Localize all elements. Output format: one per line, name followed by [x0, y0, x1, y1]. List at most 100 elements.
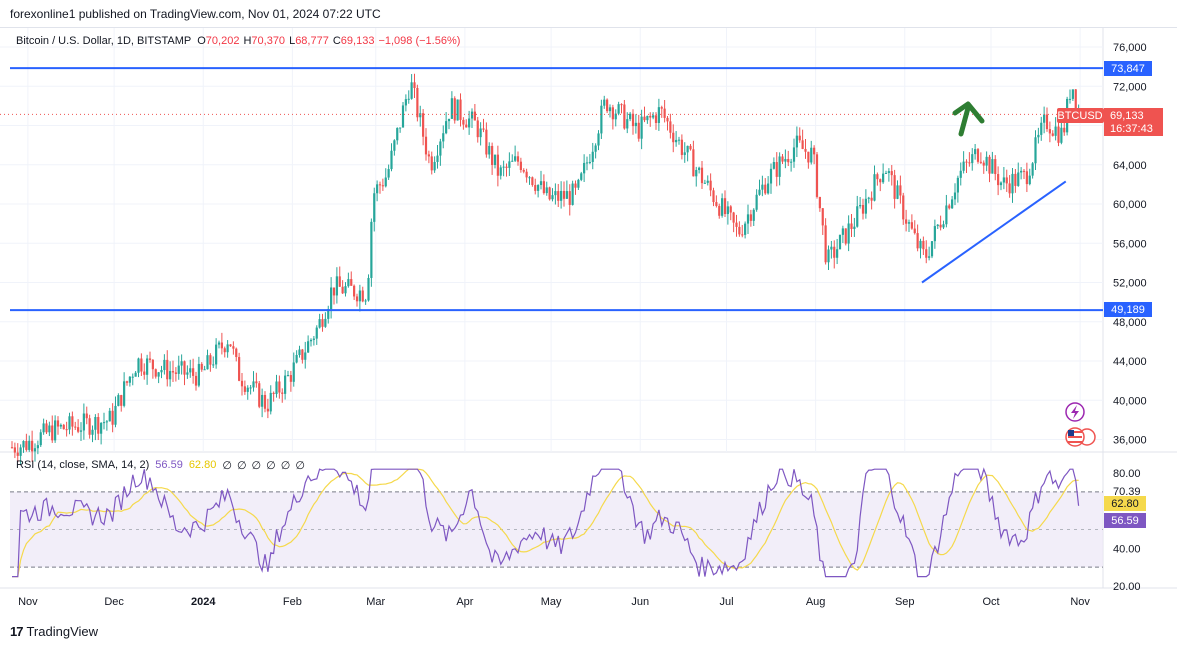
candle-body: [790, 161, 793, 163]
candle-body: [764, 184, 767, 194]
candle-body: [962, 161, 965, 171]
candle-body: [784, 158, 787, 162]
candle-body: [798, 135, 801, 141]
candle-body: [640, 116, 643, 139]
candle-body: [128, 376, 131, 383]
y-tick-label: 36,000: [1113, 435, 1147, 447]
candle-body: [807, 151, 810, 163]
symbol-title[interactable]: Bitcoin / U.S. Dollar, 1D, BITSTAMP: [16, 35, 192, 47]
candle-body: [36, 445, 39, 449]
candle-body: [746, 214, 750, 224]
candle-body: [890, 171, 893, 176]
candle-body: [887, 171, 890, 173]
candle-body: [718, 205, 721, 216]
candle-body: [508, 161, 511, 168]
price-chart[interactable]: 76,00072,00068,00064,00060,00056,00052,0…: [0, 0, 1177, 612]
candle-body: [373, 193, 376, 222]
candle-body: [623, 104, 626, 129]
candle-body: [1057, 126, 1060, 143]
high-value: 70,370: [251, 35, 286, 47]
rsi-value-badge-label: 56.59: [1111, 515, 1139, 527]
candle-body: [1054, 126, 1057, 136]
us-flag-icon[interactable]: [1065, 427, 1096, 447]
candle-body: [125, 381, 129, 383]
candle-body: [554, 191, 557, 196]
candle-body: [25, 441, 28, 450]
candle-body: [1031, 163, 1034, 176]
candle-body: [146, 358, 149, 375]
candle-body: [838, 234, 842, 250]
null-mark: ∅: [266, 460, 276, 472]
candle-body: [192, 368, 195, 376]
low-value: 68,777: [295, 35, 329, 47]
tradingview-logo-icon[interactable]: 17: [10, 624, 24, 639]
candle-body: [758, 189, 761, 195]
candle-body: [528, 177, 531, 179]
candle-body: [1068, 98, 1072, 100]
up-arrow-icon: [952, 101, 985, 137]
candle-body: [597, 133, 600, 146]
footer: 17 TradingView: [10, 624, 98, 639]
candle-body: [235, 348, 238, 358]
candle-body: [884, 172, 888, 174]
candle-body: [1014, 173, 1017, 186]
candle-body: [318, 319, 321, 328]
candles: [10, 73, 1080, 465]
candle-body: [226, 344, 229, 353]
lightning-icon[interactable]: [1065, 402, 1085, 422]
candle-body: [117, 395, 120, 406]
candle-body: [108, 410, 111, 422]
candle-body: [516, 156, 520, 162]
candle-body: [913, 228, 916, 234]
candle-body: [629, 113, 632, 120]
candle-body: [206, 355, 209, 370]
candle-body: [522, 169, 525, 172]
candle-body: [51, 425, 54, 441]
y-tick-label: 48,000: [1113, 317, 1147, 329]
candle-body: [229, 344, 232, 347]
candle-body: [330, 287, 333, 310]
candle-body: [272, 392, 275, 395]
y-tick-label: 72,000: [1113, 81, 1147, 93]
candle-body: [876, 174, 879, 180]
candle-body: [534, 185, 537, 191]
candle-body: [930, 241, 934, 257]
candle-body: [922, 240, 925, 250]
support-badge-label: 49,189: [1111, 304, 1145, 316]
candle-body: [755, 194, 758, 210]
candle-body: [562, 190, 566, 199]
candle-body: [916, 233, 919, 249]
candle-body: [677, 139, 681, 141]
candle-body: [309, 339, 313, 342]
candle-body: [1045, 114, 1049, 130]
candle-body: [787, 158, 790, 163]
null-mark: ∅: [280, 460, 291, 472]
candle-body: [482, 128, 485, 130]
candle-body: [1037, 134, 1040, 138]
x-tick-label: Oct: [982, 596, 999, 608]
candle-body: [183, 361, 186, 375]
null-mark: ∅: [295, 460, 305, 472]
candle-body: [933, 226, 936, 242]
candle-body: [574, 183, 577, 188]
candle-body: [292, 362, 295, 382]
candle-body: [741, 234, 744, 236]
rsi-title[interactable]: RSI (14, close, SMA, 14, 2): [16, 459, 150, 471]
footer-brand[interactable]: TradingView: [26, 624, 99, 639]
candle-body: [1043, 114, 1046, 123]
rsi-value: 56.59: [155, 459, 183, 471]
candle-body: [781, 156, 784, 162]
candle-body: [312, 338, 315, 340]
candle-body: [815, 154, 819, 197]
candle-body: [778, 156, 781, 177]
rsi-lines: [12, 467, 1080, 578]
drawings[interactable]: [0, 67, 1103, 312]
candle-body: [545, 187, 548, 194]
candle-body: [1040, 122, 1043, 135]
candle-body: [539, 181, 543, 186]
candle-body: [381, 185, 384, 187]
candle-body: [1008, 183, 1011, 194]
candle-body: [33, 448, 37, 452]
candle-body: [735, 222, 738, 227]
candle-body: [879, 179, 882, 183]
